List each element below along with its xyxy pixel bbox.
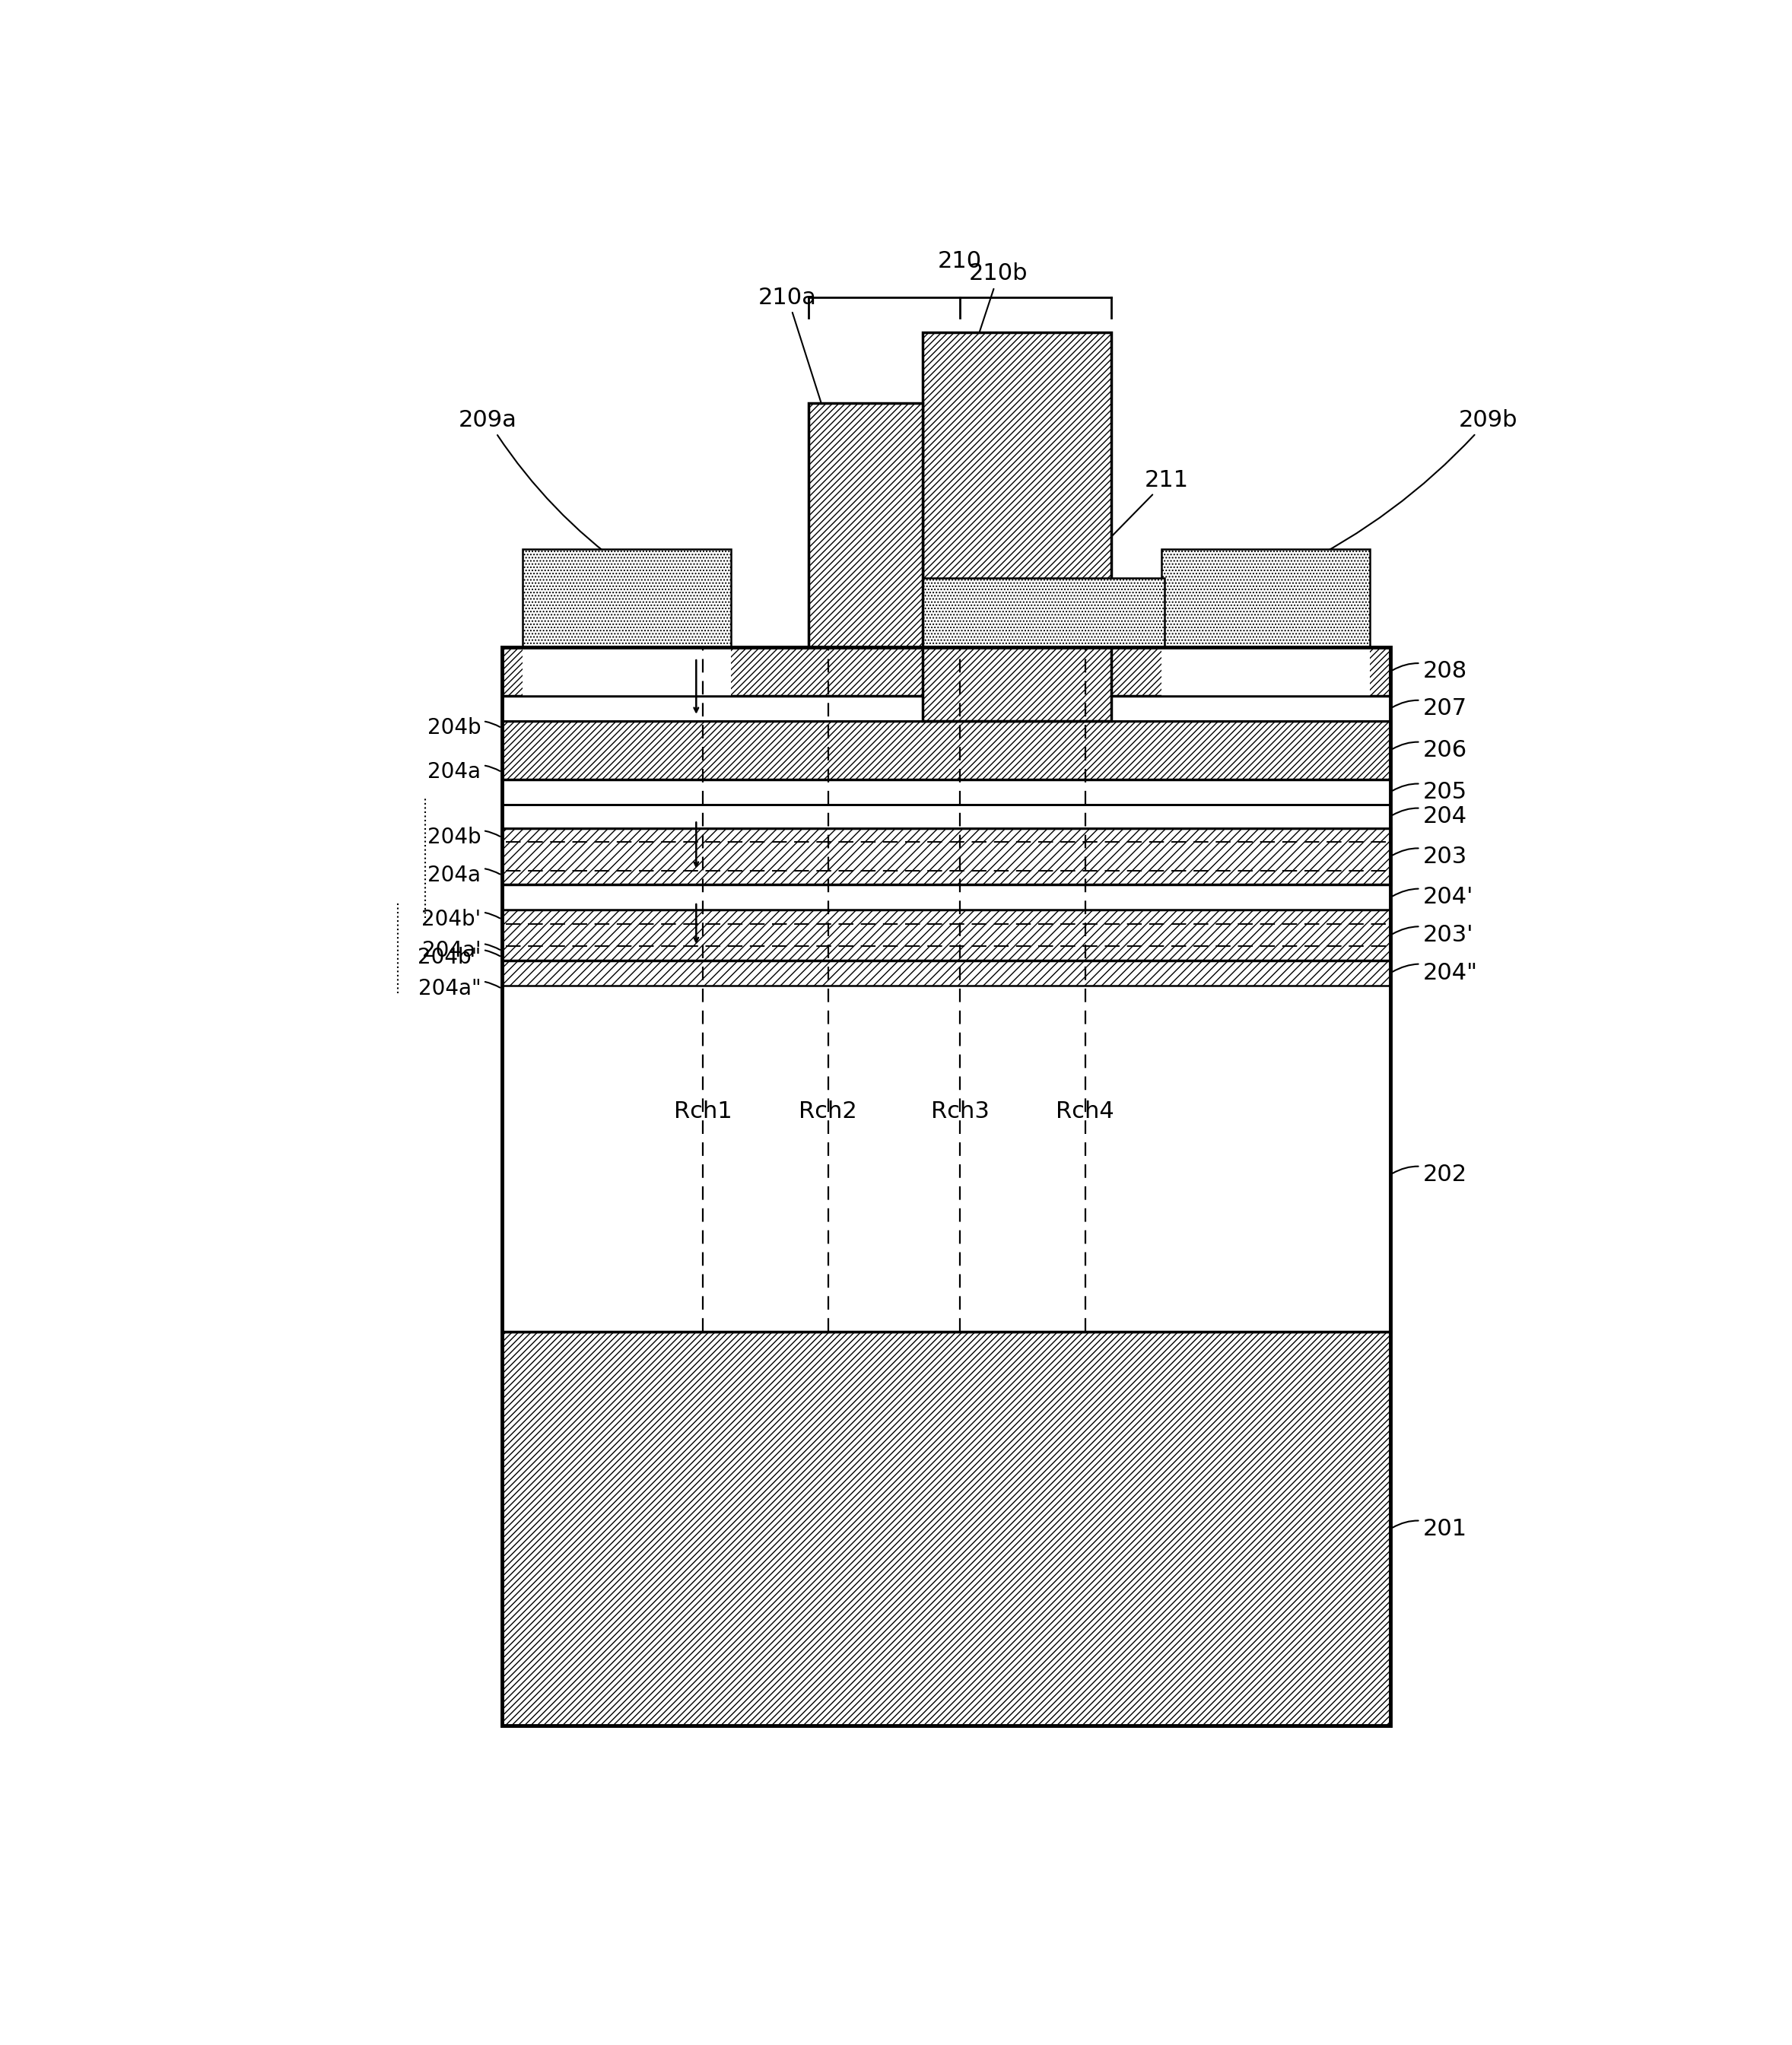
Text: Rch2: Rch2 [799,1100,857,1123]
Bar [502,695,1391,722]
Text: 204': 204' [1392,885,1473,908]
Text: Rch4: Rch4 [1055,1100,1115,1123]
Bar [502,939,1391,1331]
Bar [502,910,1391,961]
Bar [502,646,1391,1726]
Text: Rch3: Rch3 [930,1100,989,1123]
Bar [919,577,1165,646]
Text: 209a: 209a [459,409,625,569]
Text: 210b: 210b [964,262,1029,376]
Text: 202: 202 [1392,1164,1466,1186]
Bar [523,646,731,695]
Text: 210a: 210a [758,286,835,448]
Text: 204b: 204b [426,826,500,849]
Text: 208: 208 [1392,661,1468,683]
Bar [502,1331,1391,1726]
Bar [502,885,1391,910]
Bar [502,804,1391,828]
Bar [808,403,923,646]
Text: 204b: 204b [426,718,500,738]
Bar [523,550,731,646]
Text: 210: 210 [937,249,982,272]
Text: 204a': 204a' [421,941,500,961]
Text: 204a: 204a [428,761,500,783]
Text: 204b': 204b' [421,908,500,930]
Text: 207: 207 [1392,697,1466,720]
Bar [502,779,1391,804]
Bar [502,646,1391,695]
Text: 205: 205 [1392,781,1466,804]
Bar [1161,550,1369,646]
Text: 204b": 204b" [418,947,500,967]
Text: 204": 204" [1392,961,1477,984]
Text: 204a: 204a [428,865,500,885]
Bar [502,722,1391,779]
Bar [923,331,1111,722]
Text: 203': 203' [1392,924,1473,947]
Text: 204: 204 [1392,806,1466,828]
Text: 204a": 204a" [418,978,500,1000]
Text: 206: 206 [1392,738,1466,761]
Text: 209b: 209b [1296,409,1518,569]
Text: 203: 203 [1392,845,1468,867]
Bar [502,828,1391,885]
Text: Rch1: Rch1 [674,1100,733,1123]
Bar [1161,646,1369,695]
Text: 211: 211 [1057,468,1188,591]
Text: 201: 201 [1392,1517,1466,1540]
Bar [502,961,1391,986]
